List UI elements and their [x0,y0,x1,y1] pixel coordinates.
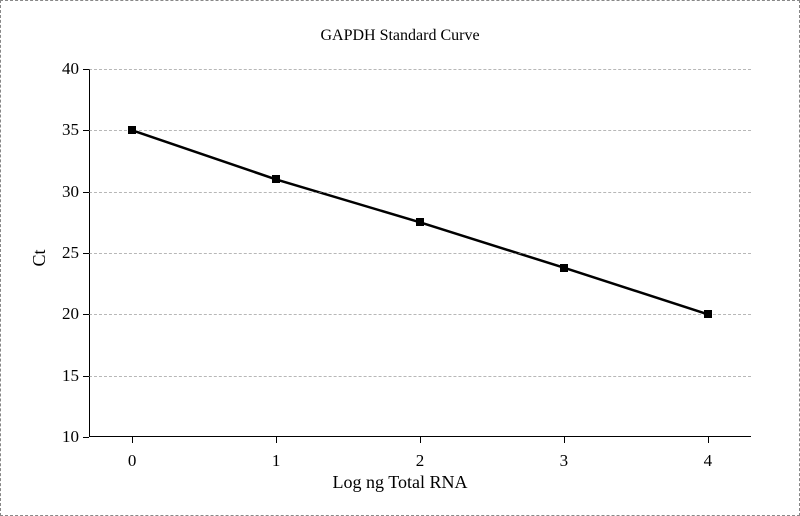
x-tick-label: 4 [704,451,713,471]
x-tick [564,437,565,443]
y-tick-label: 15 [62,366,79,386]
x-tick [276,437,277,443]
data-marker [560,264,568,272]
y-tick [83,69,89,70]
y-tick [83,376,89,377]
x-tick-label: 2 [416,451,425,471]
y-tick [83,192,89,193]
y-tick-label: 10 [62,427,79,447]
gridline-y [89,130,751,131]
y-tick-label: 30 [62,182,79,202]
y-tick-label: 35 [62,120,79,140]
x-tick-label: 3 [560,451,569,471]
chart-container: GAPDH Standard Curve Ct Log ng Total RNA… [9,9,791,507]
y-tick-label: 25 [62,243,79,263]
plot-area: 1015202530354001234 [89,69,751,437]
gridline-y [89,192,751,193]
x-tick [132,437,133,443]
gridline-y [89,314,751,315]
y-tick-label: 40 [62,59,79,79]
data-marker [704,310,712,318]
y-tick [83,437,89,438]
gridline-y [89,69,751,70]
data-marker [416,218,424,226]
chart-title: GAPDH Standard Curve [9,9,791,53]
y-tick-label: 20 [62,304,79,324]
data-marker [272,175,280,183]
y-tick [83,253,89,254]
plot-wrap: 1015202530354001234 [89,69,751,437]
x-tick-label: 1 [272,451,281,471]
x-tick [420,437,421,443]
y-tick [83,314,89,315]
gridline-y [89,253,751,254]
y-tick [83,130,89,131]
x-axis-label: Log ng Total RNA [333,472,468,493]
gridline-y [89,376,751,377]
y-axis-label: Ct [29,249,50,266]
x-tick [708,437,709,443]
data-marker [128,126,136,134]
x-tick-label: 0 [128,451,137,471]
